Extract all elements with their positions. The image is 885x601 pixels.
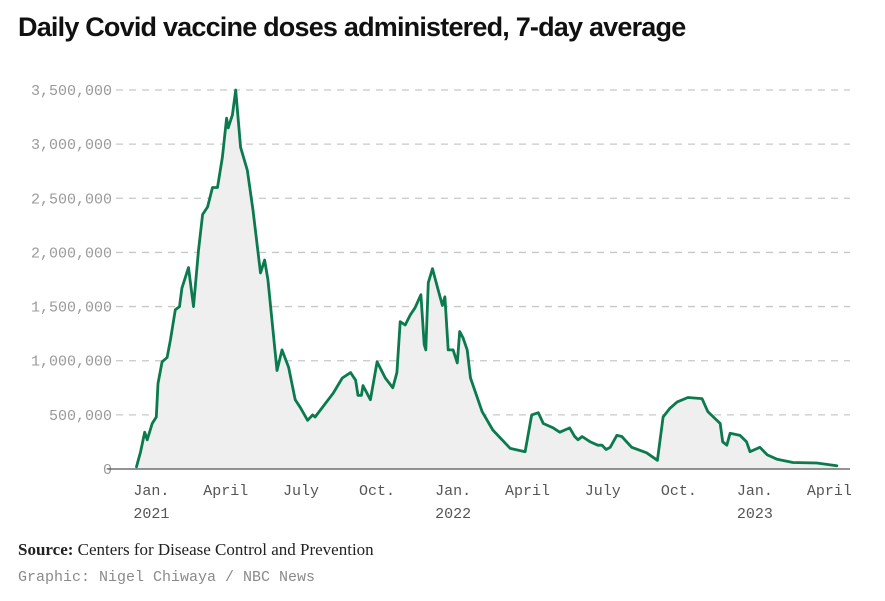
x-tick-label: Jan. xyxy=(737,483,773,500)
x-tick-label: April xyxy=(505,483,550,500)
x-tick-label: Oct. xyxy=(359,483,395,500)
source-note: Source: Centers for Disease Control and … xyxy=(18,540,374,560)
x-tick-label: April xyxy=(203,483,248,500)
x-tick-year: 2022 xyxy=(435,506,471,523)
x-tick-label: April xyxy=(807,483,852,500)
y-tick-label: 2,500,000 xyxy=(31,191,112,208)
source-label: Source: xyxy=(18,540,74,559)
y-tick-label: 1,500,000 xyxy=(31,300,112,317)
x-tick-label: July xyxy=(283,483,319,500)
y-tick-label: 2,000,000 xyxy=(31,245,112,262)
x-tick-year: 2023 xyxy=(737,506,773,523)
y-tick-label: 500,000 xyxy=(49,408,112,425)
series-line xyxy=(135,88,839,469)
x-tick-year: 2021 xyxy=(133,506,169,523)
x-tick-label: Jan. xyxy=(435,483,471,500)
y-tick-label: 0 xyxy=(103,462,112,479)
y-tick-label: 3,000,000 xyxy=(31,137,112,154)
x-tick-label: July xyxy=(585,483,621,500)
y-axis-ticks: 0 500,000 1,000,000 1,500,000 2,000,000 2,500… xyxy=(31,83,112,479)
area-fill xyxy=(136,90,837,469)
x-tick-label: Oct. xyxy=(661,483,697,500)
graphic-credit: Graphic: Nigel Chiwaya / NBC News xyxy=(18,569,316,586)
source-text: Centers for Disease Control and Preventi… xyxy=(77,540,374,559)
chart-title: Daily Covid vaccine doses administered, … xyxy=(18,12,686,42)
y-tick-label: 1,000,000 xyxy=(31,354,112,371)
x-tick-label: Jan. xyxy=(133,483,169,500)
y-tick-label: 3,500,000 xyxy=(31,83,112,100)
x-axis-ticks: Jan. 2021 April July Oct. Jan. 2022 April July Oc… xyxy=(133,483,852,523)
